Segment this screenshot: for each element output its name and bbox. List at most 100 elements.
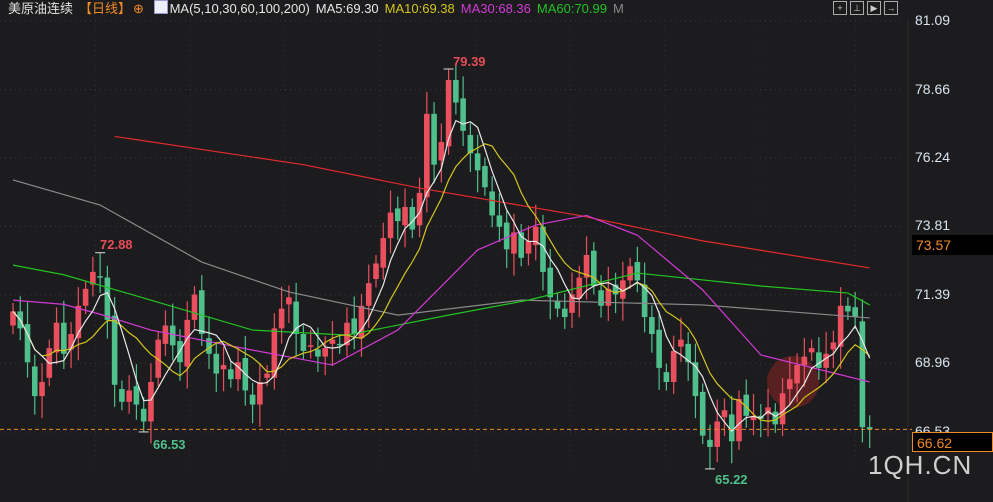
candle-body xyxy=(387,212,394,239)
exit-icon[interactable]: → xyxy=(884,1,898,15)
circle-plus-icon[interactable]: ⊕ xyxy=(133,1,144,16)
y-tick-label: 76.24 xyxy=(915,148,951,165)
candle-body xyxy=(779,393,786,425)
ma10-value: MA10:69.38 xyxy=(384,1,455,16)
candle-body xyxy=(772,411,779,425)
candle-body xyxy=(685,343,691,363)
candle-body xyxy=(53,322,60,353)
candle-body xyxy=(68,334,74,350)
candle-body xyxy=(416,192,423,226)
candle-body xyxy=(511,232,517,254)
candle-body xyxy=(532,226,539,246)
candle-body xyxy=(757,415,764,419)
candle-body xyxy=(598,290,604,306)
candle-body xyxy=(351,318,358,335)
annotation-low: 66.53 xyxy=(153,437,186,452)
candle-body xyxy=(373,263,379,279)
ma-chart-icon[interactable] xyxy=(153,0,168,14)
candle-body xyxy=(126,390,132,402)
ma-params[interactable]: MA(5,10,30,60,100,200) xyxy=(169,1,310,16)
candle-body xyxy=(489,191,495,216)
y-tick-label: 78.66 xyxy=(915,80,951,97)
instrument-name[interactable]: 美原油连续 xyxy=(8,1,74,16)
candle-body xyxy=(496,215,503,227)
candle-body xyxy=(75,305,82,339)
y-tick-label: 71.39 xyxy=(915,285,951,302)
candle-body xyxy=(837,305,844,347)
candle-body xyxy=(61,322,67,354)
candle-body xyxy=(402,207,408,226)
candle-body xyxy=(612,284,619,295)
annotation-low: 65.22 xyxy=(715,472,748,487)
candle-body xyxy=(307,345,314,347)
candle-body xyxy=(31,366,38,397)
candle-body xyxy=(591,250,597,287)
candle-body xyxy=(249,394,256,405)
candle-body xyxy=(162,325,169,344)
ma200-line xyxy=(114,135,870,269)
candle-body xyxy=(257,381,263,405)
ma30-value: MA30:68.36 xyxy=(460,1,531,16)
candle-body xyxy=(191,294,198,320)
candle-body xyxy=(293,301,299,335)
candle-body xyxy=(583,254,590,278)
candle-body xyxy=(365,283,372,306)
period-selector[interactable]: 【日线】 xyxy=(79,1,132,16)
candle-body xyxy=(866,427,873,430)
candle-body xyxy=(728,414,735,442)
candle-body xyxy=(300,334,307,351)
candle-body xyxy=(140,408,147,422)
candle-body xyxy=(736,398,742,442)
candle-body xyxy=(336,343,343,346)
play-icon[interactable]: ▶ xyxy=(867,1,881,15)
candle-body xyxy=(699,391,706,436)
candle-body xyxy=(801,356,808,366)
candle-body xyxy=(627,266,633,281)
candle-body xyxy=(394,208,401,222)
candle-body xyxy=(39,381,45,397)
candle-body xyxy=(649,317,655,335)
candle-body xyxy=(453,79,459,103)
candle-body xyxy=(329,339,336,344)
candle-body xyxy=(286,297,292,305)
candle-body xyxy=(670,350,677,382)
candle-body xyxy=(228,369,234,380)
candle-body xyxy=(278,308,285,329)
candle-body xyxy=(503,222,510,250)
y-tick-label: 68.96 xyxy=(915,354,951,371)
candle-body xyxy=(707,439,713,447)
candle-body xyxy=(358,305,365,339)
candle-body xyxy=(634,262,641,281)
candle-body xyxy=(409,207,416,230)
candle-body xyxy=(830,342,837,350)
candle-body xyxy=(380,238,387,268)
candle-body xyxy=(474,153,481,171)
candle-body xyxy=(816,352,822,368)
candle-body xyxy=(460,98,466,131)
candle-body xyxy=(794,365,800,384)
more-ma-values: M xyxy=(612,1,624,16)
candle-body xyxy=(518,232,524,258)
candle-body xyxy=(576,277,583,299)
candle-body xyxy=(678,339,684,347)
candle-body xyxy=(213,353,220,374)
candle-body xyxy=(569,294,575,313)
candle-body xyxy=(315,349,321,357)
candle-body xyxy=(787,379,793,390)
last-price-label: 66.62 xyxy=(912,432,993,452)
ma100-line xyxy=(12,179,870,319)
ma200-price-label: 73.57 xyxy=(912,235,993,255)
watermark: 1QH.CN xyxy=(868,450,973,480)
candle-body xyxy=(148,381,154,422)
candle-body xyxy=(482,166,488,188)
candle-body xyxy=(322,348,328,357)
candle-body xyxy=(24,324,31,363)
zoom-in-icon[interactable]: ⊥ xyxy=(850,1,864,15)
candle-body xyxy=(663,372,670,382)
candle-body xyxy=(104,277,111,320)
ma5-line xyxy=(12,119,871,433)
chart-header: 美原油连续 【日线】 ⊕ MA(5,10,30,60,100,200) MA5:69.… xyxy=(0,0,993,20)
candle-body xyxy=(554,301,561,309)
crosshair-icon[interactable]: + xyxy=(833,1,847,15)
